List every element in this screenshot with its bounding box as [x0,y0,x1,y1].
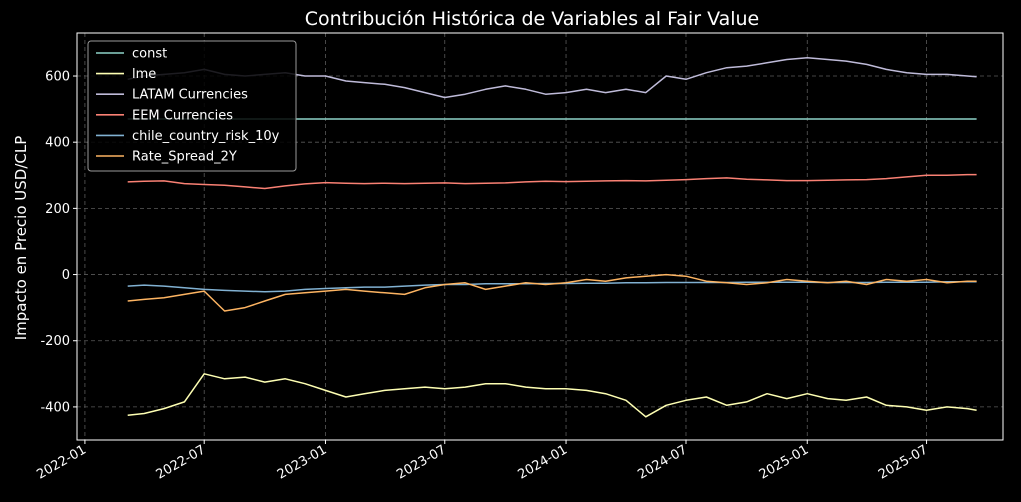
chart-title: Contribución Histórica de Variables al F… [305,8,760,30]
legend: const lme LATAM Currencies EEM Currencies ch… [87,40,297,172]
y-tick-label: 0 [62,268,70,283]
y-tick-label: 600 [45,70,70,85]
legend-label: chile_country_risk_10y [132,129,280,144]
legend-label: lme [132,67,156,82]
series-line-eem-currencies [127,173,977,190]
series-line-rate-spread-2y [127,273,977,312]
legend-frame [87,40,297,172]
grid [77,33,1003,440]
y-tick-label: -400 [40,400,70,415]
legend-label: EEM Currencies [132,108,233,123]
legend-label: Rate_Spread_2Y [132,150,237,165]
y-axis-ticks: -400 -200 0 200 400 600 [40,70,77,415]
y-axis-label: Impacto en Precio USD/CLP [12,136,30,341]
legend-label: const [132,47,167,62]
y-tick-label: -200 [40,334,70,349]
y-tick-label: 200 [45,202,70,217]
plot-frame [76,32,1004,441]
legend-label: LATAM Currencies [132,88,248,103]
y-tick-label: 400 [45,136,70,151]
series-line-lme [127,373,977,418]
